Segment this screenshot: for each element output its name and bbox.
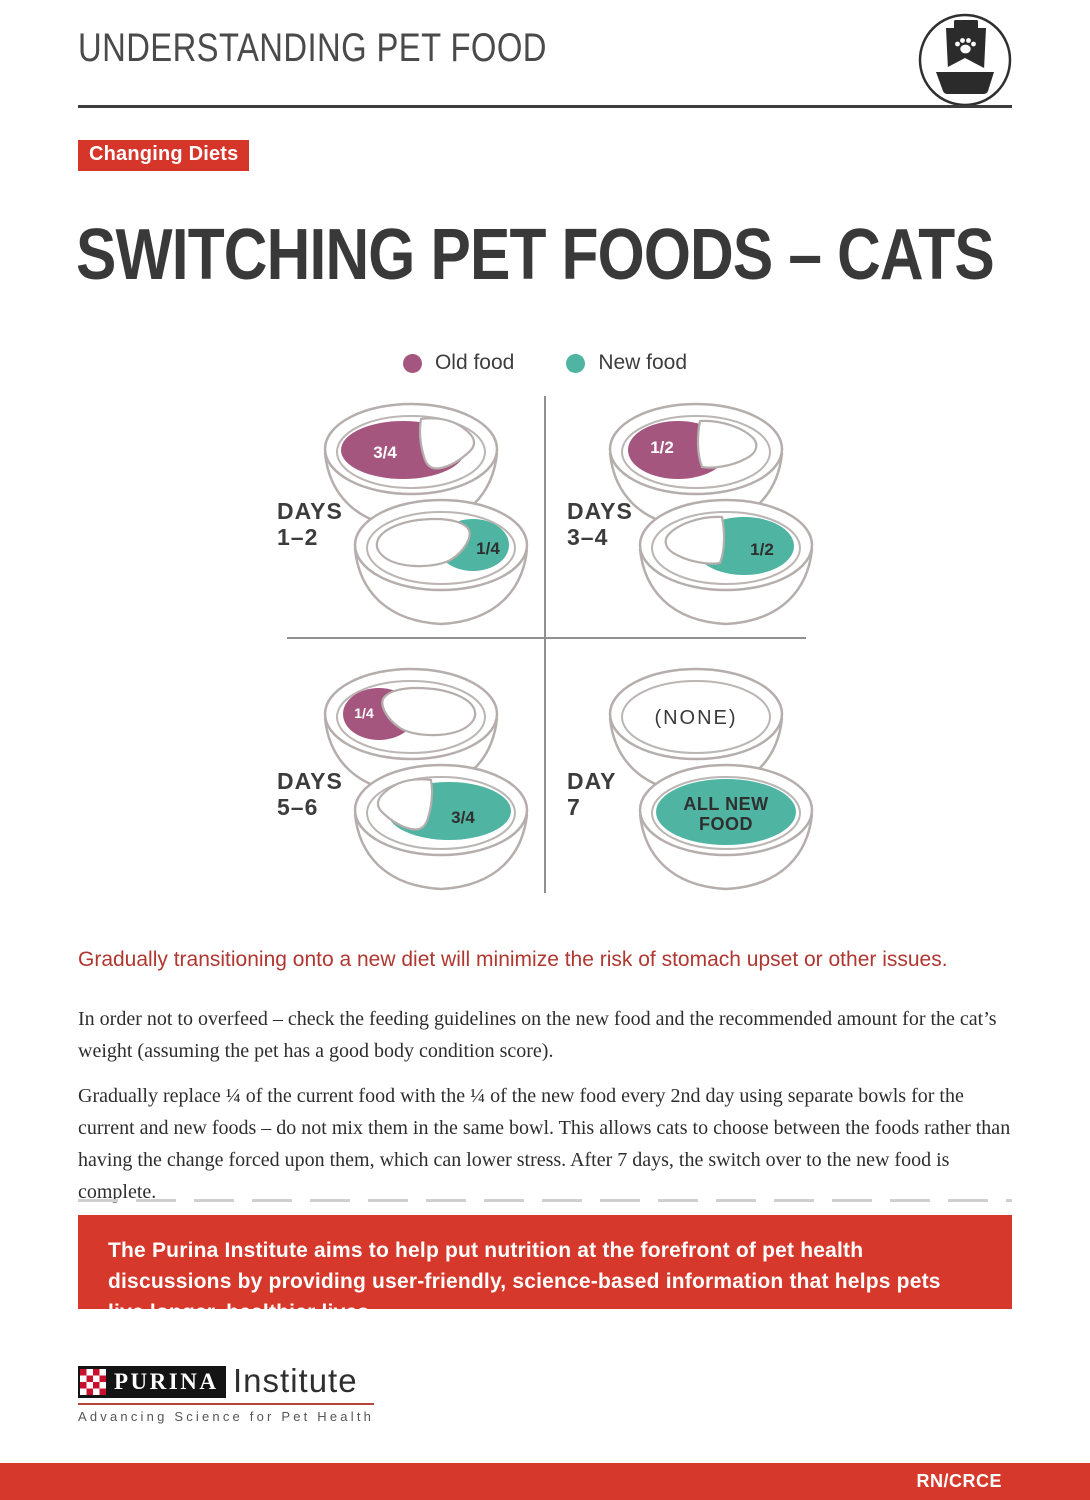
old-food-dot-icon — [402, 353, 422, 373]
quadrant-label: 5–6 — [277, 794, 318, 820]
all-new-food-label: ALL NEW — [683, 794, 768, 814]
bowl-old-q3: 1/4 — [323, 667, 499, 795]
institute-wordmark: Institute — [233, 1362, 358, 1399]
transition-diagram: DAYS 1–2 3/4 1/4 DAYS 3–4 1/2 1/2 — [277, 396, 814, 893]
bowl-new-q3: 3/4 — [353, 763, 529, 891]
fraction-label: 1/4 — [354, 705, 374, 721]
bowl-new-q1: 1/4 — [353, 498, 529, 626]
legend-item-old-food: Old food — [402, 351, 515, 375]
purina-wordmark: PURINA — [114, 1369, 219, 1394]
new-food-dot-icon — [566, 353, 586, 373]
fraction-label: 1/2 — [750, 540, 774, 559]
bowl-old-q2: 1/2 — [608, 402, 784, 530]
bowl-new-q4-full: ALL NEW FOOD — [638, 763, 814, 891]
doc-code: RN/CRCE — [916, 1471, 1002, 1491]
logo-tagline: Advancing Science for Pet Health — [78, 1409, 375, 1424]
purina-checkerboard-icon — [80, 1369, 106, 1395]
quadrant-label: 1–2 — [277, 524, 318, 550]
pet-food-bag-icon — [913, 8, 1017, 112]
legend-old-label: Old food — [434, 351, 515, 374]
quadrant-label: DAYS — [277, 768, 343, 794]
bowl-new-q2: 1/2 — [638, 498, 814, 626]
fraction-label: 1/2 — [650, 438, 674, 457]
quadrant-label: 3–4 — [567, 524, 608, 550]
fraction-label: 1/4 — [476, 539, 500, 558]
page-title: SWITCHING PET FOODS – CATS — [76, 215, 995, 295]
bottom-bar: RN/CRCE — [0, 1463, 1090, 1500]
quadrant-label: DAYS — [567, 498, 633, 524]
document-header-title: UNDERSTANDING PET FOOD — [78, 26, 547, 70]
bowl-old-q1: 3/4 — [323, 402, 499, 530]
paragraph-replace: Gradually replace ¼ of the current food … — [78, 1085, 1011, 1203]
fraction-label: 3/4 — [373, 443, 397, 462]
bowl-old-q4-empty: (NONE) — [608, 667, 784, 795]
lead-sentence: Gradually transitioning onto a new diet … — [78, 948, 948, 971]
logo-underline — [78, 1403, 374, 1405]
quadrant-label: 7 — [567, 794, 581, 820]
all-new-food-label: FOOD — [699, 814, 753, 834]
quadrant-label: DAY — [567, 768, 616, 794]
dashed-divider — [78, 1199, 1012, 1202]
legend: Old food New food — [0, 351, 1090, 375]
section-badge: Changing Diets — [78, 140, 250, 171]
paragraph-overfeed: In order not to overfeed – check the fee… — [78, 1008, 997, 1062]
purina-institute-banner: The Purina Institute aims to help put nu… — [78, 1215, 1012, 1324]
legend-item-new-food: New food — [566, 351, 687, 375]
none-label: (NONE) — [654, 707, 737, 729]
purina-logo: PURINA — [78, 1366, 227, 1398]
quadrant-label: DAYS — [277, 498, 343, 524]
fraction-label: 3/4 — [451, 808, 475, 827]
header-divider — [78, 105, 1012, 108]
legend-new-label: New food — [598, 351, 688, 374]
